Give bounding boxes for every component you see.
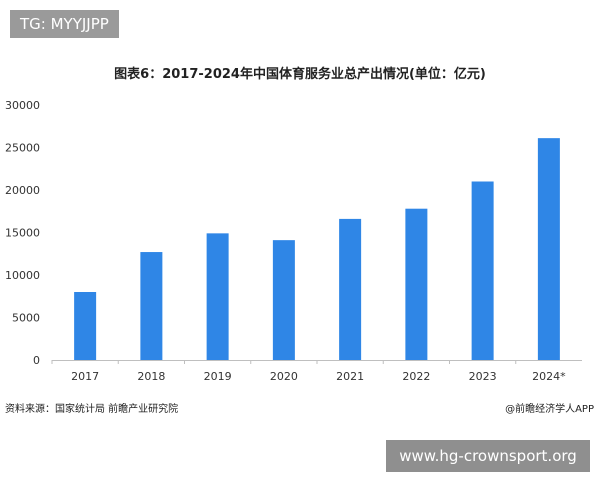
x-tick-label: 2023 (469, 370, 497, 383)
y-tick-label: 25000 (5, 142, 40, 155)
chart-title: 图表6：2017-2024年中国体育服务业总产出情况(单位：亿元) (114, 67, 486, 82)
x-tick-label: 2024* (532, 370, 566, 383)
bar-2023 (471, 181, 494, 360)
source-note: 资料来源：国家统计局 前瞻产业研究院 (5, 404, 179, 415)
bar-2017 (74, 292, 97, 360)
bar-2018 (140, 252, 163, 360)
bar-2021 (339, 218, 362, 360)
bar-2024* (537, 138, 560, 360)
y-tick-label: 10000 (5, 269, 40, 282)
x-tick-label: 2021 (336, 370, 364, 383)
bar-2019 (206, 233, 229, 360)
x-tick-label: 2022 (402, 370, 430, 383)
y-tick-label: 0 (33, 354, 40, 367)
bar-2022 (405, 208, 428, 360)
bar-2020 (272, 240, 295, 360)
y-tick-label: 15000 (5, 227, 40, 240)
x-tick-label: 2018 (137, 370, 165, 383)
bars-group (74, 138, 560, 360)
y-axis: 0 5000 10000 15000 20000 25000 30000 (5, 99, 40, 367)
y-tick-label: 5000 (12, 312, 40, 325)
x-axis: 2017 2018 2019 2020 2021 2022 2023 2024* (51, 360, 582, 383)
y-tick-label: 20000 (5, 184, 40, 197)
credit-note: @前瞻经济学人APP (505, 404, 594, 415)
top-tag-label: TG: MYYJJPP (10, 10, 119, 38)
y-tick-label: 30000 (5, 99, 40, 112)
x-tick-label: 2019 (204, 370, 232, 383)
website-watermark: www.hg-crownsport.org (386, 440, 590, 472)
x-tick-label: 2020 (270, 370, 298, 383)
x-tick-label: 2017 (71, 370, 99, 383)
